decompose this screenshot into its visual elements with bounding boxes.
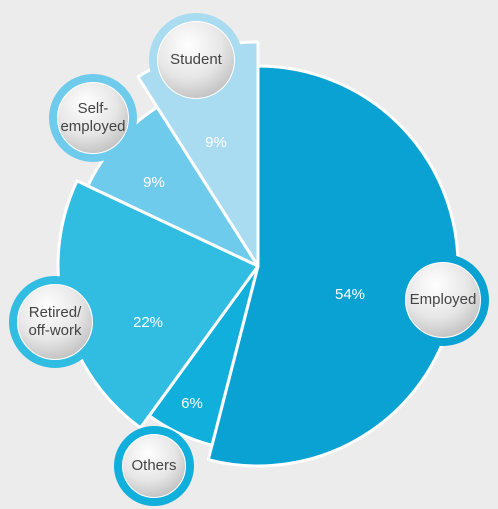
category-label: Student: [170, 51, 223, 68]
category-label: Employed: [410, 291, 477, 308]
label-ball: [58, 83, 128, 153]
percent-label: 9%: [205, 134, 227, 151]
category-label: Retired/off-work: [28, 304, 82, 339]
label-ball: [406, 263, 480, 337]
percent-label: 6%: [181, 395, 203, 412]
percent-label: 54%: [335, 286, 365, 303]
category-label: Others: [131, 457, 176, 474]
percent-label: 22%: [133, 314, 163, 331]
label-ball: [123, 435, 185, 497]
percent-label: 9%: [143, 174, 165, 191]
label-ball: [18, 285, 92, 359]
category-label: Self-employed: [60, 100, 125, 135]
label-ball: [158, 22, 234, 98]
